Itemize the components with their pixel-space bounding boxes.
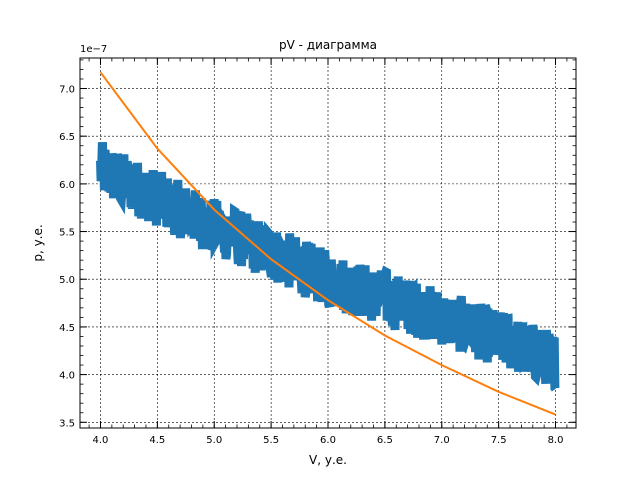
axis-ticks	[80, 58, 576, 428]
tick-labels: 4.0 4.5 5.0 5.5 6.0 6.5 7.0 7.5 8.0 3.5 4.0 4.5 5.0 5…	[59, 85, 563, 446]
y-axis-label: p, у.е.	[31, 224, 45, 261]
x-tick-label: 5.5	[263, 435, 279, 446]
measurement-series	[96, 142, 560, 392]
y-tick-label: 6.5	[59, 132, 75, 143]
chart-title: pV - диаграмма	[279, 38, 377, 52]
x-tick-label: 7.0	[434, 435, 450, 446]
y-tick-label: 5.5	[59, 228, 75, 239]
x-axis-label: V, у.е.	[309, 453, 347, 467]
x-tick-label: 5.0	[206, 435, 222, 446]
x-tick-label: 7.5	[491, 435, 507, 446]
x-tick-label: 6.0	[320, 435, 336, 446]
y-tick-label: 4.5	[59, 323, 75, 334]
y-tick-label: 5.0	[59, 275, 75, 286]
fit-series	[99, 71, 556, 416]
y-tick-label: 6.0	[59, 180, 75, 191]
y-tick-label: 7.0	[59, 85, 75, 96]
y-tick-label: 4.0	[59, 371, 75, 382]
fit-line	[99, 71, 556, 416]
x-tick-label: 4.5	[149, 435, 165, 446]
y-tick-label: 3.5	[59, 418, 75, 429]
measurement-line	[96, 142, 560, 392]
x-tick-label: 6.5	[377, 435, 393, 446]
y-offset-label: 1e−7	[80, 44, 107, 55]
x-tick-label: 4.0	[93, 435, 109, 446]
x-tick-label: 8.0	[548, 435, 564, 446]
